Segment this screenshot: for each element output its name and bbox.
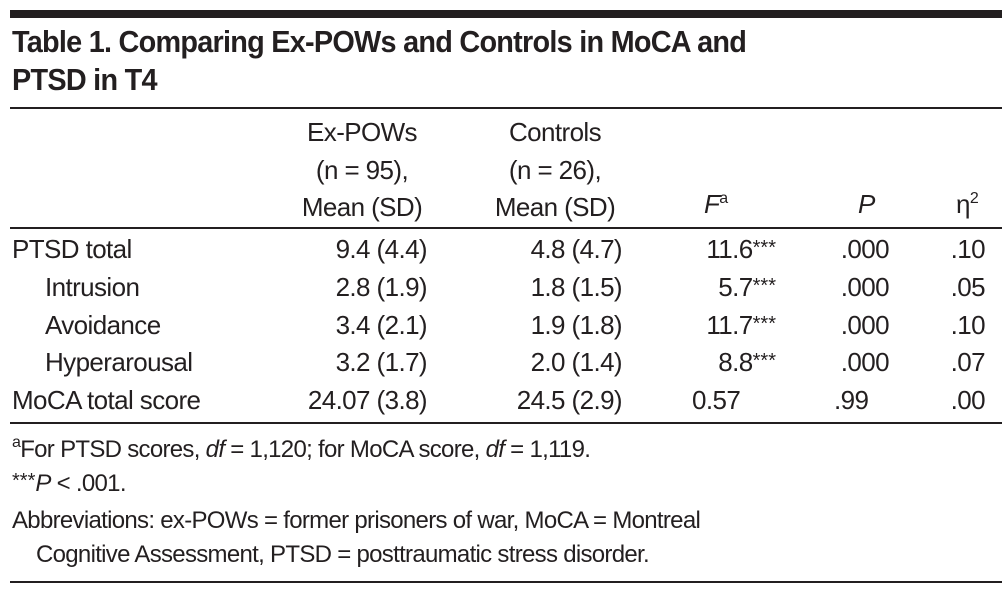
cell-controls: 4.8 (4.7) (530, 234, 623, 264)
cell-eta: .00 (950, 385, 986, 415)
cell-ex-pows: 3.4 (2.1) (335, 310, 428, 340)
cell-controls: 1.9 (1.8) (530, 310, 623, 340)
row-label: Hyperarousal (45, 347, 193, 377)
significance-stars: *** (752, 275, 776, 297)
cell-eta: .07 (950, 347, 986, 377)
footnote-a-text-1: For PTSD scores, (20, 436, 206, 463)
f-value: 11.7 (706, 310, 753, 340)
header-ex-pows-line2: (n = 95), (315, 154, 409, 185)
significance-stars: *** (752, 237, 776, 259)
cell-f: 11.7*** (706, 310, 776, 341)
cell-p: .000 (840, 272, 890, 302)
cell-controls: 1.8 (1.5) (530, 272, 623, 302)
footnote-a-text-3: = 1,119. (504, 436, 591, 463)
cell-f: 11.6*** (706, 234, 776, 265)
cell-controls: 2.0 (1.4) (530, 347, 623, 377)
footnote-a-df-2: df (485, 436, 505, 463)
cell-f: 5.7*** (718, 272, 776, 303)
header-eta-sup: 2 (969, 190, 979, 207)
table-title-line1: Table 1. Comparing Ex-POWs and Controls … (12, 24, 747, 59)
row-label: Intrusion (45, 272, 140, 302)
significance-stars: *** (752, 313, 776, 335)
header-controls-line2: (n = 26), (508, 154, 602, 185)
cell-eta: .05 (950, 272, 986, 302)
header-ex-pows: Ex-POWs (n = 95), Mean (SD) (292, 114, 432, 227)
footnote-significance: ***P < .001. (12, 470, 127, 498)
f-value: 8.8 (718, 347, 753, 377)
footnote-stars: *** (12, 470, 36, 492)
cell-ex-pows: 3.2 (1.7) (335, 347, 428, 377)
row-label: MoCA total score (12, 385, 201, 415)
footnote-a-text-2: = 1,120; for MoCA score, (224, 436, 486, 463)
cell-f: 8.8*** (718, 347, 776, 378)
header-f-sup: a (719, 190, 728, 207)
table-title-line2: PTSD in T4 (12, 62, 157, 97)
top-thick-rule (10, 10, 1002, 18)
header-controls-line3: Mean (SD) (494, 192, 616, 222)
cell-controls: 24.5 (2.9) (516, 385, 623, 415)
footnote-abbreviations-line1: Abbreviations: ex-POWs = former prisoner… (12, 507, 701, 534)
header-rule (10, 227, 1002, 229)
footnote-abbreviations-line2: Cognitive Assessment, PTSD = posttraumat… (36, 541, 650, 568)
row-label: PTSD total (12, 234, 132, 264)
row-label: Avoidance (45, 310, 161, 340)
f-value: 11.6 (706, 234, 753, 264)
cell-p: .000 (840, 310, 890, 340)
footnote-p: P (35, 470, 51, 497)
header-eta-squared: η2 (956, 189, 979, 220)
table-bottom-rule (10, 581, 1002, 583)
body-bottom-rule (10, 422, 1002, 424)
title-rule (10, 107, 1002, 109)
header-p: P (858, 189, 875, 219)
cell-eta: .10 (950, 310, 986, 340)
header-ex-pows-line3: Mean (SD) (301, 192, 423, 222)
cell-p: .000 (840, 234, 890, 264)
cell-ex-pows: 24.07 (3.8) (307, 385, 428, 415)
header-controls: Controls (n = 26), Mean (SD) (484, 114, 626, 227)
f-value: 5.7 (718, 272, 753, 302)
footnote-a: aFor PTSD scores, df = 1,120; for MoCA s… (12, 434, 591, 464)
header-eta-label: η (956, 189, 970, 219)
cell-p: .000 (840, 347, 890, 377)
cell-p: .99 (834, 385, 869, 415)
footnote-a-df-1: df (205, 436, 225, 463)
header-controls-line1: Controls (508, 117, 602, 147)
cell-ex-pows: 9.4 (4.4) (335, 234, 428, 264)
header-f: Fa (704, 189, 728, 220)
cell-f: 0.57 (692, 385, 741, 415)
cell-eta: .10 (950, 234, 986, 264)
header-f-label: F (704, 189, 720, 219)
significance-stars: *** (752, 350, 776, 372)
footnote-sig-rest: < .001. (50, 470, 127, 497)
header-ex-pows-line1: Ex-POWs (307, 117, 418, 147)
cell-ex-pows: 2.8 (1.9) (335, 272, 428, 302)
footnote-a-marker: a (12, 434, 21, 451)
